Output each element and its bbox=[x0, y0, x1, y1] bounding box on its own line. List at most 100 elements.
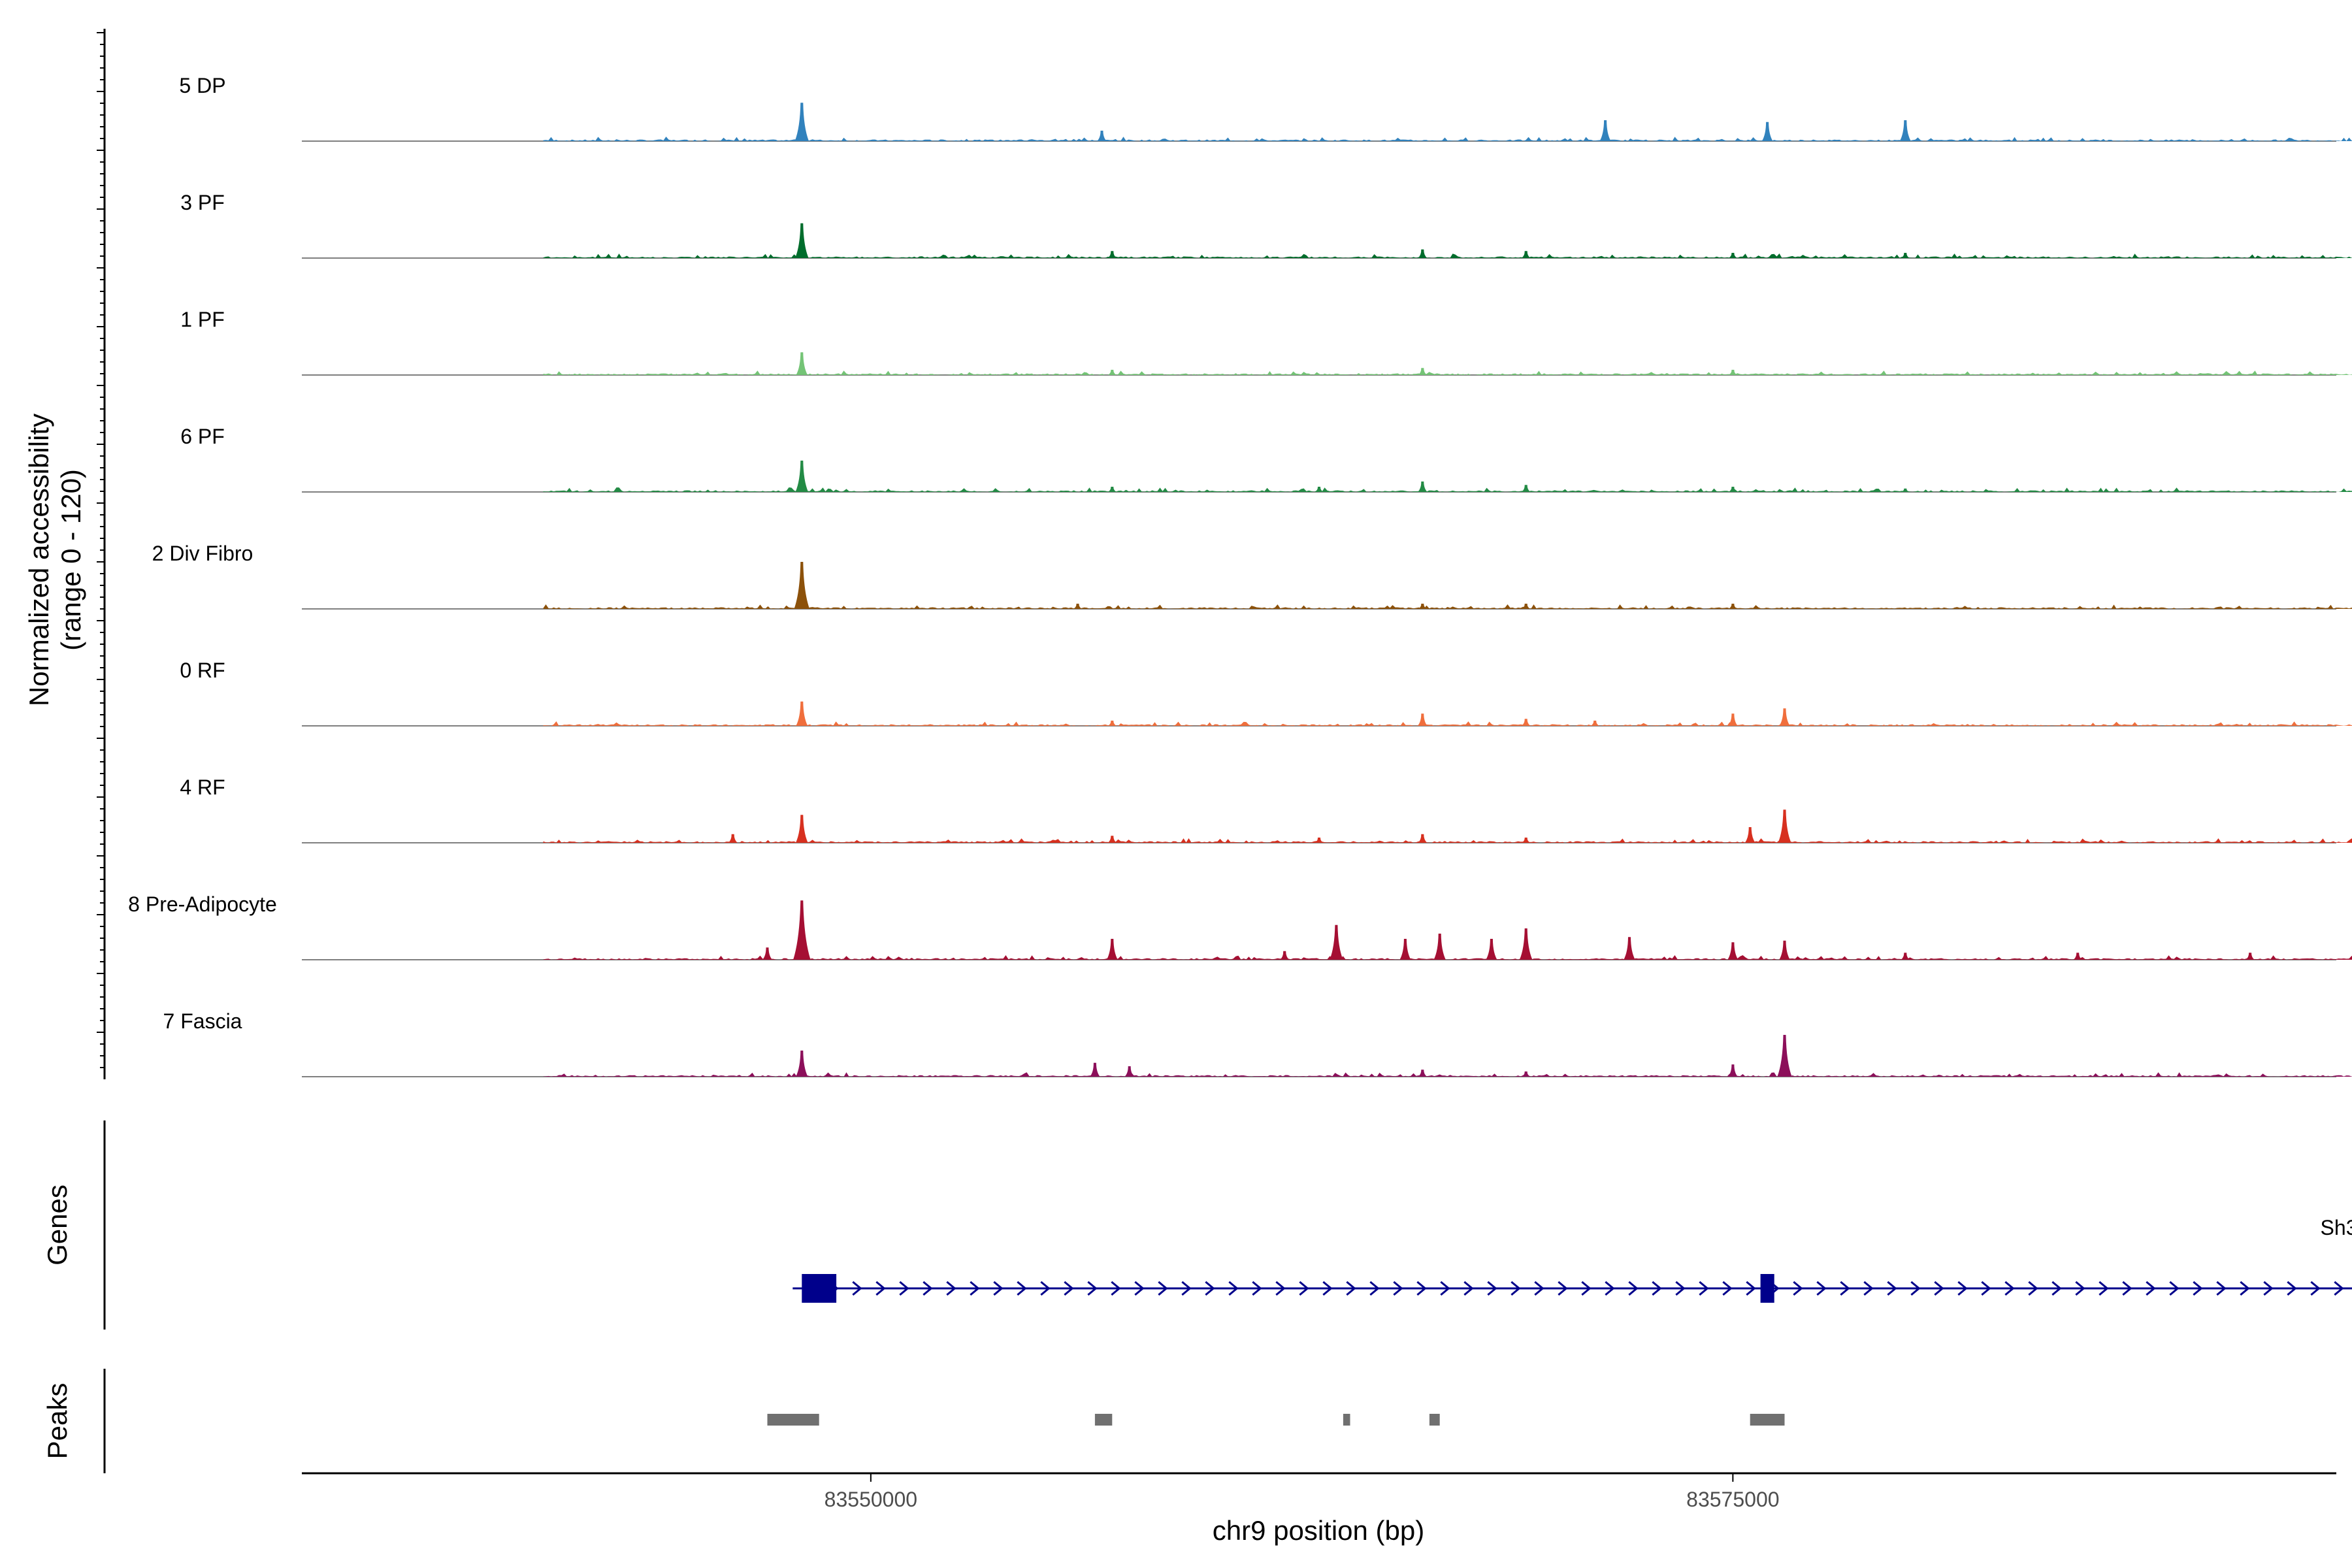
strand-chevron bbox=[1887, 1281, 1897, 1296]
strand-chevron bbox=[1511, 1281, 1521, 1296]
track-peak bbox=[1779, 940, 1790, 960]
track-peak bbox=[1486, 939, 1497, 960]
strand-chevron bbox=[1534, 1281, 1544, 1296]
strand-chevron bbox=[2075, 1281, 2085, 1296]
track-label-4: 2 Div Fibro bbox=[152, 542, 253, 565]
strand-chevron bbox=[1181, 1281, 1192, 1296]
track-label-7: 8 Pre-Adipocyte bbox=[128, 892, 277, 916]
track-peak bbox=[1433, 934, 1446, 960]
strand-chevron bbox=[1252, 1281, 1262, 1296]
track-peak bbox=[1777, 1035, 1792, 1077]
track-peak bbox=[1778, 809, 1791, 843]
track-noise bbox=[543, 487, 2352, 492]
strand-chevron bbox=[1793, 1281, 1803, 1296]
track-noise bbox=[543, 253, 2352, 258]
track-peak bbox=[796, 701, 808, 726]
track-label-8: 7 Fascia bbox=[163, 1009, 242, 1033]
track-peak bbox=[1521, 485, 1531, 492]
track-label-6: 4 RF bbox=[180, 776, 225, 799]
peaks-track-label: Peaks bbox=[42, 1383, 73, 1460]
x-tick-label-0: 83550000 bbox=[825, 1488, 917, 1511]
coverage-track-2 bbox=[302, 352, 2352, 376]
track-peak bbox=[1418, 604, 1427, 609]
coverage-track-1 bbox=[302, 223, 2352, 259]
track-peak bbox=[1727, 713, 1738, 726]
coverage-tracks bbox=[302, 103, 2352, 1077]
track-peak bbox=[794, 103, 809, 141]
track-peak bbox=[1280, 951, 1290, 960]
track-peak bbox=[1107, 370, 1117, 375]
track-peak bbox=[1418, 482, 1428, 492]
strand-chevron bbox=[1863, 1281, 1874, 1296]
track-peak bbox=[1728, 604, 1737, 609]
strand-chevron bbox=[970, 1281, 980, 1296]
track-peak bbox=[1727, 942, 1739, 960]
track-peak bbox=[1590, 721, 1599, 726]
strand-chevron bbox=[946, 1281, 956, 1296]
peak-region-4 bbox=[1750, 1414, 1785, 1426]
strand-chevron bbox=[1605, 1281, 1615, 1296]
strand-chevron bbox=[899, 1281, 909, 1296]
strand-chevron bbox=[1722, 1281, 1733, 1296]
strand-chevron bbox=[1699, 1281, 1709, 1296]
track-label-3: 6 PF bbox=[180, 425, 225, 448]
strand-chevron bbox=[1934, 1281, 1944, 1296]
track-peak bbox=[1418, 834, 1428, 843]
track-peak bbox=[1728, 487, 1737, 492]
strand-chevron bbox=[1628, 1281, 1639, 1296]
strand-chevron bbox=[1369, 1281, 1380, 1296]
track-peak bbox=[1901, 488, 1910, 492]
track-peak bbox=[1107, 721, 1117, 726]
coverage-track-7 bbox=[302, 900, 2352, 960]
track-noise bbox=[543, 1072, 2352, 1077]
strand-chevron bbox=[1981, 1281, 1991, 1296]
track-label-5: 0 RF bbox=[180, 659, 225, 682]
track-peak bbox=[794, 562, 810, 609]
track-peak bbox=[1106, 939, 1118, 960]
track-peak bbox=[762, 947, 772, 960]
track-peak bbox=[1522, 1071, 1531, 1077]
track-peak bbox=[1097, 131, 1107, 141]
track-peak bbox=[1519, 928, 1533, 960]
track-noise bbox=[543, 955, 2352, 960]
gene-model bbox=[792, 1274, 2352, 1303]
track-peak bbox=[795, 223, 809, 258]
coverage-track-6 bbox=[302, 809, 2352, 843]
strand-chevron bbox=[1017, 1281, 1027, 1296]
strand-chevron bbox=[2028, 1281, 2038, 1296]
strand-chevron bbox=[2334, 1281, 2344, 1296]
track-peak bbox=[1901, 953, 1910, 960]
track-peak bbox=[795, 461, 809, 492]
strand-chevron bbox=[2240, 1281, 2250, 1296]
strand-chevron bbox=[1463, 1281, 1474, 1296]
track-labels: 5 DP 3 PF 1 PF 6 PF 2 Div Fibro 0 RF 4 RF 8 Pre… bbox=[128, 74, 277, 1033]
strand-chevron bbox=[2051, 1281, 2062, 1296]
strand-chevron bbox=[1087, 1281, 1098, 1296]
track-peak bbox=[1124, 1066, 1134, 1077]
gene-exon-0 bbox=[802, 1274, 837, 1303]
track-noise bbox=[543, 838, 2352, 843]
strand-chevron bbox=[1957, 1281, 1968, 1296]
track-peak bbox=[1521, 251, 1531, 258]
strand-chevron bbox=[1299, 1281, 1309, 1296]
strand-chevron bbox=[1652, 1281, 1662, 1296]
strand-chevron bbox=[1322, 1281, 1333, 1296]
track-noise bbox=[543, 604, 2352, 609]
track-peak bbox=[1418, 368, 1428, 375]
x-tick-label-1: 83575000 bbox=[1686, 1488, 1779, 1511]
track-peak bbox=[1744, 827, 1756, 843]
coverage-track-3 bbox=[302, 461, 2352, 493]
strand-chevron bbox=[1840, 1281, 1850, 1296]
track-peak bbox=[795, 815, 808, 843]
track-peak bbox=[1728, 370, 1737, 375]
track-peak bbox=[1315, 487, 1324, 492]
track-peak bbox=[2246, 953, 2255, 960]
strand-chevron bbox=[1275, 1281, 1286, 1296]
track-peak bbox=[796, 352, 808, 375]
track-noise bbox=[543, 137, 2352, 141]
coverage-y-axis-label-line1: Normalized accessibility bbox=[24, 414, 54, 706]
peak-region-3 bbox=[1429, 1414, 1440, 1426]
coverage-y-axis-label-line2: (range 0 - 120) bbox=[56, 469, 86, 651]
strand-chevron bbox=[1040, 1281, 1051, 1296]
